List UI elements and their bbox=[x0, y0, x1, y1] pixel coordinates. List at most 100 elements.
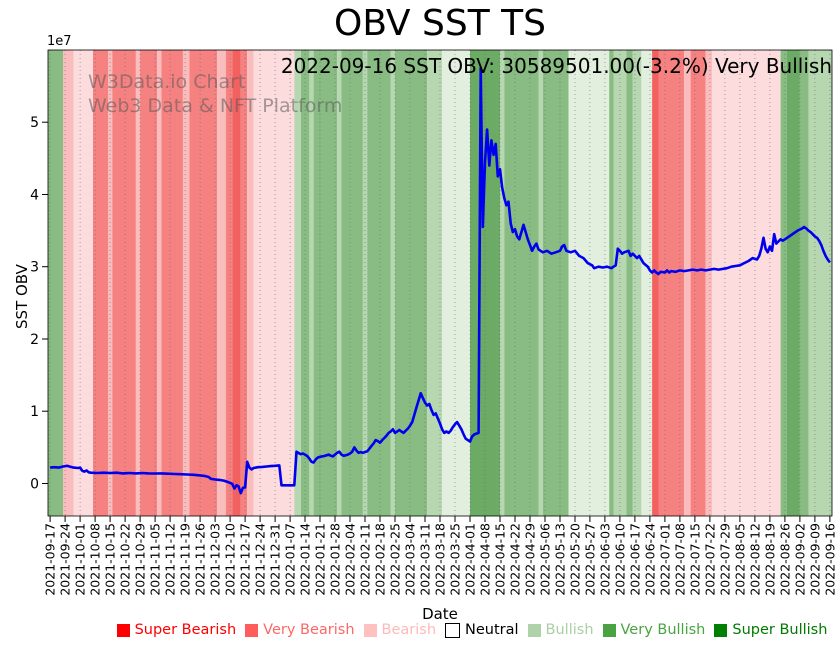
signal-band-super-bearish bbox=[232, 50, 241, 516]
x-tick-label: 2021-12-17 bbox=[238, 523, 253, 596]
signal-band-bearish-light bbox=[73, 50, 93, 516]
x-tick-label: 2021-10-15 bbox=[103, 523, 118, 596]
x-tick-label: 2022-03-04 bbox=[403, 523, 418, 596]
x-tick-label: 2021-12-03 bbox=[208, 523, 223, 596]
signal-band-bearish bbox=[157, 50, 162, 516]
signal-band-very-bullish bbox=[504, 50, 539, 516]
x-tick-label: 2022-04-29 bbox=[523, 523, 538, 596]
x-tick-label: 2022-07-29 bbox=[717, 523, 732, 596]
signal-band-bearish bbox=[684, 50, 691, 516]
signal-band-bearish-light bbox=[712, 50, 781, 516]
x-tick-label: 2022-05-13 bbox=[553, 523, 568, 596]
signal-band-very-bearish bbox=[93, 50, 108, 516]
x-tick-label: 2021-10-29 bbox=[133, 523, 148, 596]
x-tick-label: 2022-01-14 bbox=[298, 523, 313, 596]
x-tick-label: 2021-12-10 bbox=[223, 523, 238, 596]
signal-band-bullish bbox=[337, 50, 342, 516]
x-tick-label: 2021-12-31 bbox=[268, 523, 283, 596]
x-tick-label: 2022-06-17 bbox=[627, 523, 642, 596]
x-tick-label: 2022-05-27 bbox=[582, 523, 597, 596]
signal-band-bullish bbox=[500, 50, 505, 516]
legend-label-super-bullish: Super Bullish bbox=[732, 622, 828, 638]
signal-band-very-bullish bbox=[799, 50, 809, 516]
legend-swatch-bearish bbox=[363, 623, 377, 637]
x-tick-label: 2022-04-15 bbox=[493, 523, 508, 596]
x-tick-label: 2022-06-10 bbox=[612, 523, 627, 596]
x-tick-label: 2021-10-08 bbox=[88, 523, 103, 596]
x-tick-label: 2022-02-04 bbox=[343, 523, 358, 596]
x-tick-label: 2021-11-19 bbox=[178, 523, 193, 596]
legend-label-very-bullish: Very Bullish bbox=[620, 622, 706, 638]
signal-band-very-bullish bbox=[341, 50, 363, 516]
y-axis-label: SST OBV bbox=[13, 264, 31, 329]
signal-band-bearish bbox=[183, 50, 190, 516]
x-tick-label: 2022-09-09 bbox=[807, 523, 822, 596]
x-tick-label: 2022-05-20 bbox=[568, 523, 583, 596]
y-axis-offset-label: 1e7 bbox=[47, 34, 72, 49]
x-tick-label: 2021-11-12 bbox=[163, 523, 178, 596]
signal-band-bearish bbox=[135, 50, 141, 516]
x-tick-label: 2022-03-11 bbox=[418, 523, 433, 596]
signal-band-very-bullish bbox=[626, 50, 633, 516]
x-tick-label: 2022-08-19 bbox=[762, 523, 777, 596]
signal-band-bearish bbox=[247, 50, 254, 516]
x-tick-label: 2021-09-17 bbox=[43, 523, 58, 596]
x-tick-label: 2021-11-05 bbox=[148, 523, 163, 596]
y-tick-label: 2 bbox=[30, 332, 39, 348]
signal-band-very-bearish bbox=[161, 50, 183, 516]
legend-item-super-bearish: Super Bearish bbox=[116, 622, 237, 638]
x-tick-label: 2021-10-22 bbox=[118, 523, 133, 596]
legend-item-bullish: Bullish bbox=[527, 622, 594, 638]
legend-label-neutral: Neutral bbox=[465, 622, 519, 638]
legend-label-super-bearish: Super Bearish bbox=[134, 622, 237, 638]
legend-label-bearish: Bearish bbox=[381, 622, 437, 638]
signal-band-very-bullish bbox=[48, 50, 63, 516]
watermark: W3Data.io Chart Web3 Data & NFT Platform bbox=[88, 70, 342, 118]
signal-band-bullish bbox=[538, 50, 543, 516]
signal-band-very-bearish bbox=[240, 50, 248, 516]
signal-band-bullish-pale bbox=[442, 50, 470, 516]
signal-band-bullish bbox=[309, 50, 314, 516]
x-tick-label: 2022-02-11 bbox=[358, 523, 373, 596]
signal-band-very-bullish bbox=[313, 50, 338, 516]
signal-band-very-bullish bbox=[367, 50, 391, 516]
x-tick-label: 2021-12-24 bbox=[253, 523, 268, 596]
x-tick-label: 2021-11-26 bbox=[193, 523, 208, 596]
x-tick-label: 2022-01-21 bbox=[313, 523, 328, 596]
legend-swatch-super-bearish bbox=[116, 623, 130, 637]
legend-item-very-bearish: Very Bearish bbox=[245, 622, 355, 638]
x-tick-label: 2022-03-18 bbox=[433, 523, 448, 596]
legend-swatch-super-bullish bbox=[714, 623, 728, 637]
x-tick-label: 2022-07-22 bbox=[702, 523, 717, 596]
x-tick-label: 2022-04-08 bbox=[478, 523, 493, 596]
x-tick-label: 2022-09-02 bbox=[792, 523, 807, 596]
signal-band-bullish-pale bbox=[641, 50, 653, 516]
signal-band-very-bullish bbox=[395, 50, 428, 516]
x-tick-label: 2022-08-05 bbox=[732, 523, 747, 596]
legend-swatch-very-bearish bbox=[245, 623, 259, 637]
obv-line bbox=[49, 66, 831, 495]
signal-band-bullish bbox=[632, 50, 642, 516]
x-tick-label: 2022-02-18 bbox=[373, 523, 388, 596]
signal-band-bullish bbox=[294, 50, 301, 516]
x-tick-label: 2022-02-25 bbox=[388, 523, 403, 596]
signal-band-bearish bbox=[705, 50, 712, 516]
signal-band-very-bullish bbox=[609, 50, 614, 516]
x-tick-label: 2022-01-07 bbox=[283, 523, 298, 596]
x-tick-label: 2022-07-15 bbox=[687, 523, 702, 596]
y-tick-label: 3 bbox=[30, 260, 39, 276]
y-tick-label: 1 bbox=[30, 404, 39, 420]
signal-band-very-bearish bbox=[690, 50, 706, 516]
x-axis-label: Date bbox=[422, 605, 458, 623]
legend-item-neutral: Neutral bbox=[445, 622, 519, 638]
y-tick-label: 4 bbox=[30, 188, 39, 204]
x-tick-label: 2022-08-12 bbox=[747, 523, 762, 596]
watermark-line-2: Web3 Data & NFT Platform bbox=[88, 95, 343, 117]
signal-band-bullish bbox=[390, 50, 395, 516]
x-tick-label: 2022-09-16 bbox=[822, 523, 837, 596]
x-tick-label: 2022-04-01 bbox=[463, 523, 478, 596]
legend-label-very-bearish: Very Bearish bbox=[263, 622, 355, 638]
legend-item-bearish: Bearish bbox=[363, 622, 437, 638]
